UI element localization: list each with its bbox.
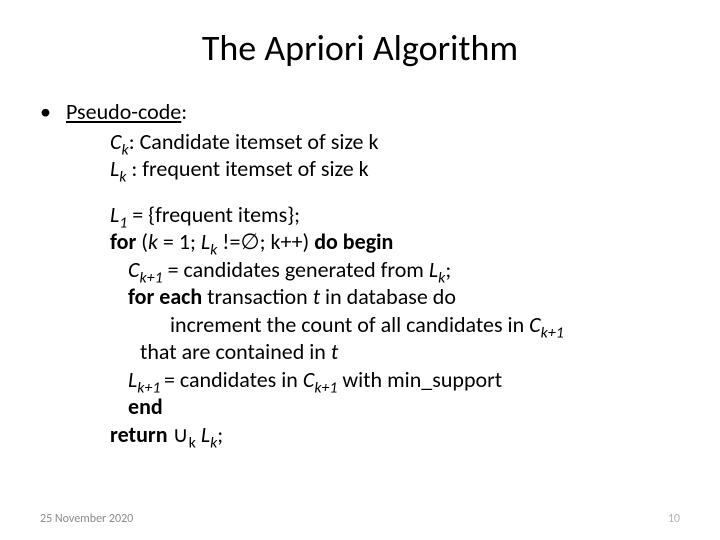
bullet-icon: • (40, 98, 66, 126)
line-contained: that are contained in t (40, 338, 680, 366)
line-lk: Lk : frequent itemset of size k (40, 155, 680, 183)
pseudo-code-label: Pseudo-code: (66, 98, 187, 126)
line-foreach: for each transaction t in database do (40, 283, 680, 311)
slide-container: The Apriori Algorithm • Pseudo-code: Ck:… (0, 0, 720, 540)
footer-date: 25 November 2020 (40, 512, 133, 526)
line-end: end (40, 393, 680, 421)
slide-footer: 25 November 2020 10 (40, 512, 680, 526)
line-lk1: Lk+1 = candidates in Ck+1 with min_suppo… (40, 366, 680, 394)
line-for: for (k = 1; Lk !=∅; k++) do begin (40, 228, 680, 256)
spacer (40, 183, 680, 201)
pseudo-code-bullet: • Pseudo-code: (40, 98, 680, 126)
slide-title: The Apriori Algorithm (40, 26, 680, 70)
slide-content: • Pseudo-code: Ck: Candidate itemset of … (40, 98, 680, 448)
line-generate: Ck+1 = candidates generated from Lk; (40, 256, 680, 284)
footer-page-number: 10 (668, 512, 680, 526)
line-ck: Ck: Candidate itemset of size k (40, 128, 680, 156)
line-increment: increment the count of all candidates in… (40, 311, 680, 339)
line-l1: L1 = {frequent items}; (40, 201, 680, 229)
line-return: return ∪k Lk; (40, 421, 680, 449)
